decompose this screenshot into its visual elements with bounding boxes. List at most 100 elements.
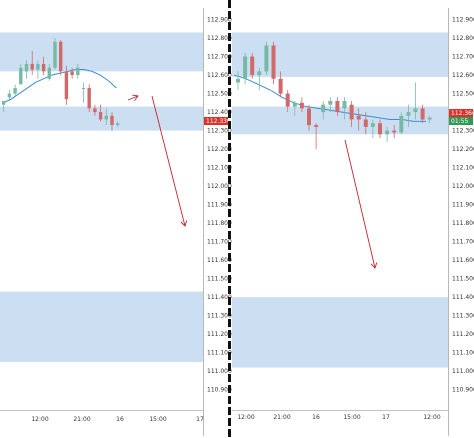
y-tick-label: 111.300 bbox=[207, 313, 232, 320]
y-tick-label: 111.200 bbox=[452, 331, 474, 338]
supply-demand-zone bbox=[0, 32, 203, 72]
y-tick-label: 111.500 bbox=[452, 276, 474, 283]
last-price-label: 112.366 bbox=[451, 110, 474, 117]
y-tick-label: 112.700 bbox=[452, 54, 474, 61]
x-tick-label: 12:00 bbox=[423, 414, 440, 421]
candle-body bbox=[76, 67, 80, 76]
candle-body bbox=[406, 112, 411, 116]
candle-body bbox=[413, 108, 418, 113]
projection-arrow bbox=[344, 139, 376, 269]
candle-body bbox=[7, 93, 12, 98]
y-tick-label: 112.900 bbox=[207, 17, 232, 24]
candle-body bbox=[47, 67, 51, 79]
x-tick-label: 17 bbox=[196, 416, 204, 423]
countdown-label: 01:55 bbox=[451, 118, 468, 125]
candle-body bbox=[370, 123, 375, 127]
candle-body bbox=[13, 88, 17, 94]
candle-body bbox=[349, 104, 354, 120]
last-price-badge bbox=[449, 109, 473, 117]
candle-body bbox=[264, 45, 269, 72]
candle-body bbox=[271, 45, 276, 79]
supply-demand-zone bbox=[0, 291, 203, 362]
y-tick-label: 111.500 bbox=[207, 276, 232, 283]
countdown-badge bbox=[449, 117, 473, 125]
supply-demand-zone bbox=[232, 297, 448, 368]
arrow-head bbox=[180, 220, 188, 227]
y-tick-label: 112.500 bbox=[207, 91, 232, 98]
candle-body bbox=[36, 63, 40, 70]
candle-body bbox=[420, 108, 425, 120]
y-tick-label: 112.000 bbox=[452, 183, 474, 190]
candle-body bbox=[64, 71, 69, 100]
candle-body bbox=[19, 67, 23, 85]
y-tick-label: 110.900 bbox=[207, 387, 232, 394]
x-tick-label: 16 bbox=[116, 416, 124, 423]
y-tick-label: 111.800 bbox=[207, 220, 232, 227]
y-tick-label: 112.000 bbox=[207, 183, 232, 190]
y-tick-label: 112.800 bbox=[452, 35, 474, 42]
arrow-head bbox=[132, 94, 139, 101]
y-tick-label: 112.600 bbox=[452, 72, 474, 79]
last-price-label: 112.330 bbox=[206, 118, 231, 125]
candle-body bbox=[385, 130, 390, 135]
y-tick-label: 112.700 bbox=[207, 54, 232, 61]
y-tick-label: 111.800 bbox=[452, 220, 474, 227]
candle-body bbox=[116, 123, 120, 126]
candle-body bbox=[399, 115, 404, 133]
candle-body bbox=[236, 78, 240, 83]
candle-body bbox=[307, 108, 311, 126]
candle-body bbox=[59, 41, 63, 72]
candle-body bbox=[363, 119, 368, 127]
y-tick-label: 110.900 bbox=[452, 387, 474, 394]
arrow-head bbox=[370, 262, 378, 269]
candle-body bbox=[321, 104, 326, 113]
x-tick-label: 15:00 bbox=[149, 416, 166, 423]
y-tick-label: 112.300 bbox=[207, 128, 232, 135]
candle-body bbox=[93, 108, 97, 113]
y-tick-label: 112.200 bbox=[452, 146, 474, 153]
candle-body bbox=[342, 100, 347, 109]
y-tick-label: 111.400 bbox=[207, 294, 232, 301]
y-tick-label: 112.500 bbox=[452, 91, 474, 98]
candle-body bbox=[328, 100, 333, 105]
y-tick-label: 111.400 bbox=[452, 294, 474, 301]
candle-body bbox=[24, 63, 29, 72]
last-price-badge bbox=[204, 117, 228, 125]
projection-arrow bbox=[151, 95, 186, 227]
projection-arrow bbox=[127, 95, 139, 101]
candle-body bbox=[30, 63, 34, 70]
candle-body bbox=[110, 115, 114, 126]
y-tick-label: 112.600 bbox=[207, 72, 232, 79]
y-tick-label: 112.200 bbox=[207, 146, 232, 153]
y-tick-label: 111.000 bbox=[452, 368, 474, 375]
candle-body bbox=[356, 115, 361, 120]
candle-body bbox=[98, 112, 103, 120]
y-tick-label: 111.600 bbox=[452, 257, 474, 264]
y-tick-label: 111.700 bbox=[207, 239, 232, 246]
y-tick-label: 112.900 bbox=[452, 17, 474, 24]
candle-body bbox=[104, 115, 108, 120]
y-tick-label: 112.100 bbox=[207, 165, 232, 172]
candle-body bbox=[427, 117, 432, 120]
left-chart-panel: 112.900 112.800 112.700 112.600 112.500 112.4… bbox=[0, 8, 232, 436]
candle-body bbox=[81, 88, 86, 90]
y-tick-label: 111.900 bbox=[452, 202, 474, 209]
candle-body bbox=[53, 41, 57, 68]
y-tick-label: 111.200 bbox=[207, 331, 232, 338]
moving-average-line bbox=[2, 69, 117, 104]
x-tick-label: 21:00 bbox=[273, 414, 290, 421]
candle-body bbox=[285, 93, 290, 107]
y-tick-label: 111.100 bbox=[452, 350, 474, 357]
candle-body bbox=[314, 125, 319, 127]
candle-body bbox=[292, 102, 297, 107]
right-chart-panel: 112.900112.800112.700112.600112.500112.4… bbox=[232, 8, 474, 436]
candle-body bbox=[299, 102, 304, 109]
y-tick-label: 111.000 bbox=[207, 368, 232, 375]
x-tick-label: 15:00 bbox=[343, 414, 360, 421]
y-tick-label: 112.300 bbox=[452, 128, 474, 135]
candle-body bbox=[250, 56, 255, 76]
x-tick-label: 12:00 bbox=[31, 416, 48, 423]
y-tick-label: 112.800 bbox=[207, 35, 232, 42]
candle-body bbox=[257, 71, 262, 76]
